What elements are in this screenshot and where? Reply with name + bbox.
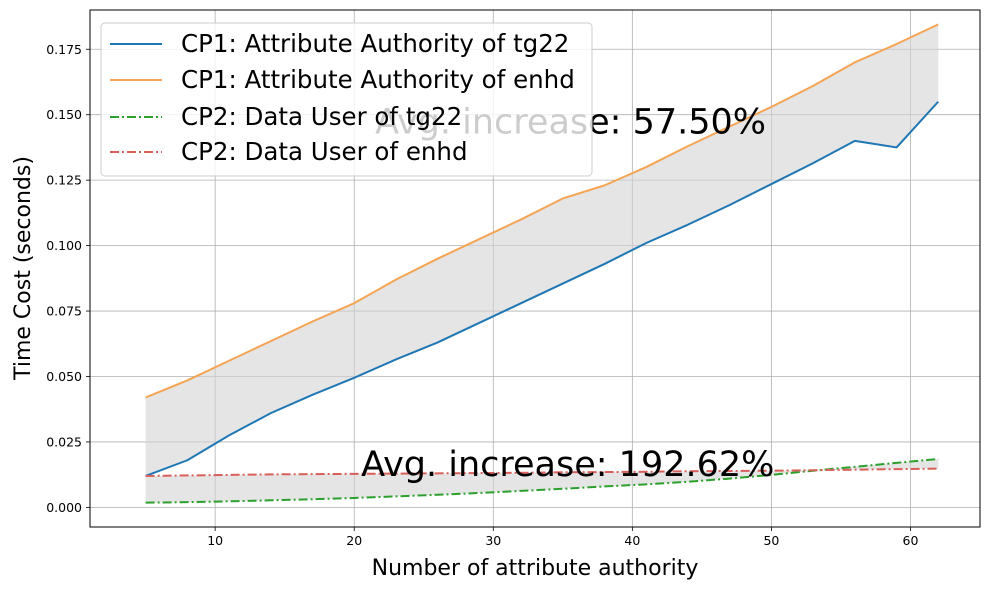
series-line-3 bbox=[145, 457, 939, 504]
legend: CP1: Attribute Authority of tg22 CP1: At… bbox=[100, 22, 593, 177]
y-tick-label: 0.050 bbox=[46, 369, 82, 384]
legend-label: CP2: Data User of tg22 bbox=[181, 102, 462, 131]
x-axis-ticks: 10 20 30 40 50 60 bbox=[207, 527, 918, 548]
x-tick-label: 40 bbox=[624, 533, 640, 548]
series-line-2 bbox=[145, 23, 939, 399]
y-tick-label: 0.075 bbox=[46, 304, 82, 319]
shaded-region bbox=[145, 24, 939, 476]
legend-item: CP1: Attribute Authority of tg22 bbox=[110, 29, 569, 58]
shaded-regions bbox=[145, 24, 939, 503]
legend-label: CP2: Data User of enhd bbox=[181, 137, 468, 166]
y-axis-label: Time Cost (seconds) bbox=[11, 156, 36, 381]
y-tick-label: 0.175 bbox=[46, 42, 82, 57]
y-tick-label: 0.025 bbox=[46, 434, 82, 449]
y-tick-label: 0.150 bbox=[46, 107, 82, 122]
series-line-1 bbox=[145, 100, 940, 477]
y-tick-label: 0.100 bbox=[46, 238, 82, 253]
x-tick-label: 50 bbox=[763, 533, 779, 548]
annotation-bottom: Avg. increase: 192.62% bbox=[361, 445, 774, 485]
series-line-4 bbox=[145, 467, 939, 477]
y-tick-label: 0.000 bbox=[46, 500, 82, 515]
legend-box bbox=[100, 22, 593, 177]
legend-item: CP1: Attribute Authority of enhd bbox=[110, 65, 575, 94]
series-lines bbox=[145, 23, 940, 504]
x-tick-label: 30 bbox=[485, 533, 501, 548]
x-tick-label: 60 bbox=[903, 533, 919, 548]
legend-label: CP1: Attribute Authority of enhd bbox=[181, 65, 575, 94]
x-tick-label: 20 bbox=[346, 533, 362, 548]
x-axis-label: Number of attribute authority bbox=[372, 556, 699, 581]
y-tick-label: 0.125 bbox=[46, 173, 82, 188]
plot-frame bbox=[89, 9, 981, 528]
shaded-region bbox=[145, 458, 939, 503]
legend-item: CP2: Data User of enhd bbox=[110, 137, 468, 166]
y-axis-ticks: 0.000 0.025 0.050 0.075 0.100 0.125 0.150 0.175 bbox=[46, 42, 90, 515]
legend-label: CP1: Attribute Authority of tg22 bbox=[181, 29, 569, 58]
legend-item: CP2: Data User of tg22 bbox=[110, 102, 462, 131]
x-tick-label: 10 bbox=[207, 533, 223, 548]
